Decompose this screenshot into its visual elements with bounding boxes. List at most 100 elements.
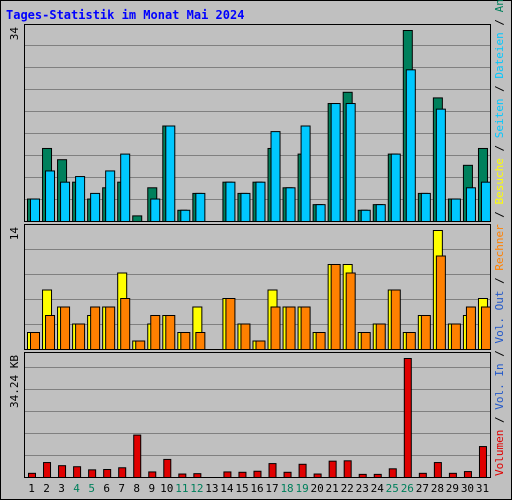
visits-bar-rechner-day-6 xyxy=(105,306,116,350)
x-tick-label-day-24: 24 xyxy=(371,482,385,495)
visits-bar-rechner-day-7 xyxy=(120,298,131,350)
legend-item-vol_out: Vol. In xyxy=(493,363,506,409)
legend-item-dateien: Dateien xyxy=(493,32,506,78)
volume-bar-volumen-day-4 xyxy=(73,466,82,478)
hits-bar-dateien-day-6 xyxy=(105,170,116,222)
visits-bar-rechner-day-9 xyxy=(150,315,161,350)
volume-panel-frame xyxy=(24,352,491,478)
chart-title: Tages-Statistik im Monat Mai 2024 xyxy=(6,8,244,22)
x-tick-label-day-15: 15 xyxy=(235,482,248,495)
volume-bar-volumen-day-14 xyxy=(223,471,232,478)
hits-bar-dateien-day-17 xyxy=(270,131,281,222)
x-tick-label-day-4: 4 xyxy=(73,482,80,495)
volume-bar-volumen-day-2 xyxy=(43,462,52,478)
legend-separator: / xyxy=(493,204,506,224)
x-tick-label-day-22: 22 xyxy=(341,482,354,495)
x-tick-label-day-21: 21 xyxy=(326,482,339,495)
x-tick-label-day-1: 1 xyxy=(28,482,35,495)
volume-ymax-label: 34.24 KB xyxy=(8,355,21,408)
hits-bar-dateien-day-5 xyxy=(90,192,101,222)
volume-bar-volumen-day-11 xyxy=(178,473,187,479)
volume-bar-volumen-day-22 xyxy=(343,460,352,478)
volume-bar-volumen-day-23 xyxy=(358,473,367,478)
x-tick-label-day-6: 6 xyxy=(103,482,110,495)
volume-bar-volumen-day-18 xyxy=(283,471,292,479)
x-tick-label-day-20: 20 xyxy=(311,482,324,495)
volume-bar-volumen-day-1 xyxy=(28,472,36,478)
volume-bar-volumen-day-25 xyxy=(388,468,397,479)
hits-bar-dateien-day-21 xyxy=(330,103,341,222)
volume-bar-volumen-day-29 xyxy=(448,472,457,478)
visits-bar-rechner-day-8 xyxy=(135,340,146,350)
visits-bar-rechner-day-24 xyxy=(375,323,386,350)
hits-bar-dateien-day-9 xyxy=(150,198,161,223)
volume-bar-volumen-day-26 xyxy=(403,358,412,478)
visits-bar-rechner-day-10 xyxy=(165,315,176,350)
visits-bar-rechner-day-23 xyxy=(360,332,371,350)
x-tick-label-day-16: 16 xyxy=(250,482,263,495)
legend-item-vol_out: Vol. Out xyxy=(493,291,506,344)
hits-bar-dateien-day-25 xyxy=(390,153,401,223)
volume-bar-volumen-day-24 xyxy=(373,473,382,478)
volume-bar-volumen-day-17 xyxy=(268,463,277,479)
hits-bar-dateien-day-2 xyxy=(45,170,56,222)
visits-bar-rechner-day-15 xyxy=(240,323,251,350)
hits-bar-dateien-day-23 xyxy=(360,209,371,223)
hits-bar-dateien-day-28 xyxy=(435,108,446,222)
x-tick-label-day-10: 10 xyxy=(160,482,173,495)
volume-bar-volumen-day-15 xyxy=(238,471,247,479)
hits-bar-dateien-day-26 xyxy=(405,69,416,222)
visits-bar-rechner-day-2 xyxy=(45,315,56,350)
x-tick-label-day-8: 8 xyxy=(133,482,140,495)
hits-bar-dateien-day-31 xyxy=(480,181,491,222)
x-tick-label-day-18: 18 xyxy=(280,482,293,495)
volume-bar-volumen-day-27 xyxy=(418,472,427,478)
hits-bar-dateien-day-7 xyxy=(120,153,131,223)
x-tick-label-day-28: 28 xyxy=(431,482,444,495)
legend-separator: / xyxy=(493,138,506,158)
legend-item-besuche: Besuche xyxy=(493,158,506,204)
x-tick-label-day-5: 5 xyxy=(88,482,95,495)
volume-bar-volumen-day-7 xyxy=(118,467,127,478)
hits-bar-dateien-day-1 xyxy=(30,198,40,223)
x-tick-label-day-19: 19 xyxy=(295,482,308,495)
x-tick-label-day-9: 9 xyxy=(148,482,155,495)
visits-bar-rechner-day-31 xyxy=(480,306,491,350)
volume-bar-volumen-day-6 xyxy=(103,469,112,479)
hits-bar-dateien-day-27 xyxy=(420,192,431,222)
legend-separator: / xyxy=(493,271,506,291)
hits-bar-dateien-day-29 xyxy=(450,198,461,223)
x-tick-label-day-27: 27 xyxy=(416,482,429,495)
hits-bar-dateien-day-4 xyxy=(75,176,86,222)
x-tick-label-day-11: 11 xyxy=(175,482,188,495)
volume-bar-volumen-day-19 xyxy=(298,463,307,478)
hits-bar-dateien-day-15 xyxy=(240,192,251,222)
hits-bar-dateien-day-14 xyxy=(225,181,236,222)
legend-separator: / xyxy=(493,12,506,32)
visits-bar-rechner-day-5 xyxy=(90,306,101,350)
hits-bar-dateien-day-10 xyxy=(165,125,176,222)
volume-bar-volumen-day-31 xyxy=(478,446,487,478)
volume-bar-volumen-day-16 xyxy=(253,470,262,479)
visits-bar-rechner-day-29 xyxy=(450,323,461,350)
x-tick-label-day-26: 26 xyxy=(401,482,414,495)
x-tick-label-day-13: 13 xyxy=(205,482,218,495)
volume-bar-volumen-day-8 xyxy=(133,434,142,479)
visits-bar-rechner-day-21 xyxy=(330,264,341,350)
x-tick-label-day-17: 17 xyxy=(265,482,278,495)
legend-separator: / xyxy=(493,344,506,364)
hits-bar-dateien-day-30 xyxy=(465,187,476,222)
visits-bar-rechner-day-26 xyxy=(405,332,416,350)
volume-bar-volumen-day-9 xyxy=(148,471,157,478)
x-tick-label-day-7: 7 xyxy=(118,482,125,495)
hits-bar-dateien-day-18 xyxy=(285,187,296,222)
visits-bar-rechner-day-11 xyxy=(180,332,191,350)
hits-bar-dateien-day-22 xyxy=(345,103,356,222)
x-tick-label-day-30: 30 xyxy=(461,482,474,495)
volume-bar-volumen-day-5 xyxy=(88,469,97,479)
hits-bar-dateien-day-12 xyxy=(195,192,206,222)
visits-bar-rechner-day-19 xyxy=(300,306,311,350)
hits-bar-dateien-day-3 xyxy=(60,181,71,222)
